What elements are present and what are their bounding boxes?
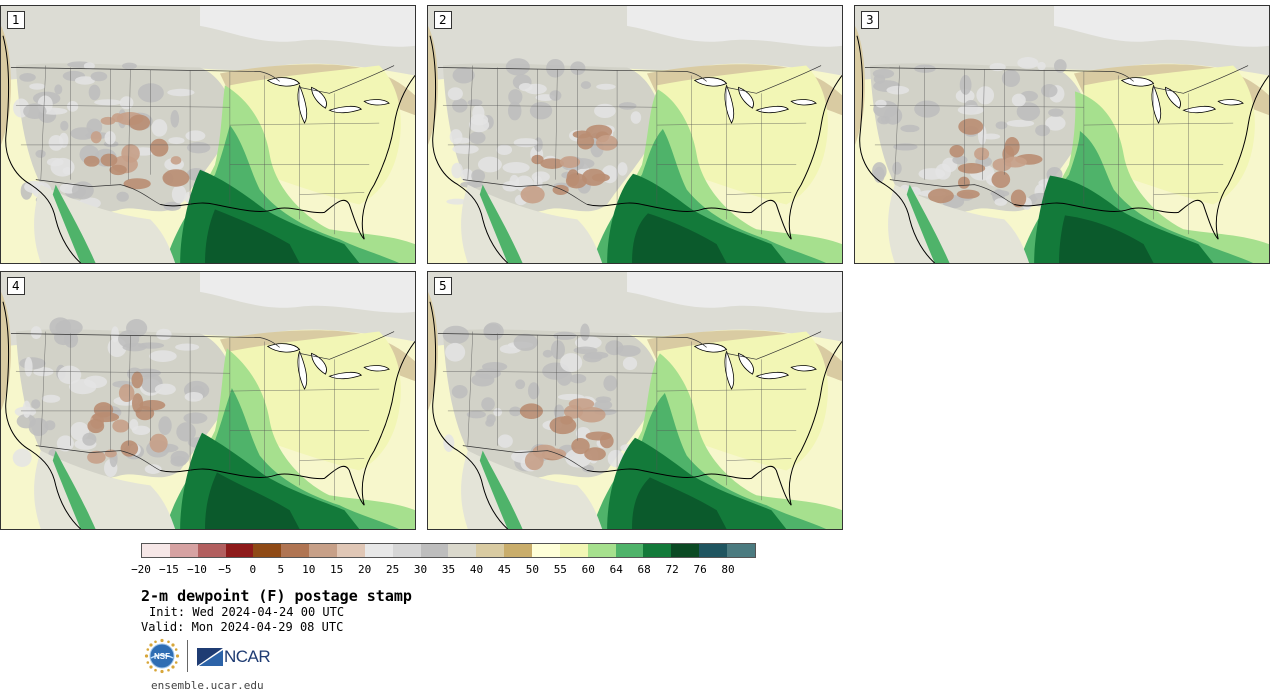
panel-number-1: 1 (7, 11, 25, 29)
nsf-logo-text: NSF (154, 652, 170, 661)
colorbar-tick-label: 60 (581, 563, 595, 576)
map-panel-2: 2 (427, 5, 843, 264)
colorbar-tick-label: −15 (159, 563, 179, 576)
panel-number-3: 3 (861, 11, 879, 29)
colorbar-cell (309, 544, 338, 557)
colorbar-tick-label: 40 (469, 563, 484, 576)
dewpoint-map-1 (1, 6, 415, 263)
colorbar-cell (476, 544, 505, 557)
colorbar-cell (169, 544, 198, 557)
colorbar-tick-label: 15 (330, 563, 344, 576)
colorbar-cell (699, 544, 728, 557)
colorbar-tick-label: 80 (721, 563, 735, 576)
colorbar-tick-label: 68 (637, 563, 651, 576)
colorbar-cell (671, 544, 700, 557)
colorbar-tick-label: 20 (358, 563, 372, 576)
colorbar-tick-label: −5 (218, 563, 232, 576)
colorbar-cell (281, 544, 310, 557)
colorbar-tick-label: 76 (693, 563, 707, 576)
colorbar-cell (364, 544, 393, 557)
map-panel-3: 3 (854, 5, 1270, 264)
map-panel-1: 1 (0, 5, 416, 264)
colorbar-tick-label: 35 (441, 563, 456, 576)
colorbar-cell (587, 544, 616, 557)
colorbar-tick-label: 72 (665, 563, 679, 576)
dewpoint-map-4 (1, 272, 415, 529)
ncar-logo (197, 648, 223, 666)
colorbar-tick-label: 0 (249, 563, 257, 576)
logos: NSF NCAR (144, 638, 284, 674)
colorbar-cell (337, 544, 365, 557)
colorbar-tick-label: 45 (497, 563, 512, 576)
valid-time: Valid: Mon 2024-04-29 08 UTC (141, 620, 344, 634)
colorbar-cell (392, 544, 421, 557)
dewpoint-map-3 (855, 6, 1269, 263)
colorbar-tick-label: 5 (277, 563, 285, 576)
colorbar-tick-label: 55 (553, 563, 567, 576)
panel-number-4: 4 (7, 277, 25, 295)
colorbar-cell (142, 544, 170, 557)
colorbar-ticks: −20 −15 −10 −5 0 5 10 15 20 25 30 35 40 45 50 55 60 64 68 7… (131, 563, 756, 577)
colorbar-cell (197, 544, 226, 557)
colorbar-tick-label: −10 (186, 563, 207, 576)
colorbar-tick-label: 50 (525, 563, 539, 576)
map-panel-5: 5 (427, 271, 843, 530)
colorbar-cell (727, 544, 755, 557)
colorbar-cell (225, 544, 254, 557)
init-time: Init: Wed 2024-04-24 00 UTC (149, 605, 345, 619)
colorbar-cell (448, 544, 477, 557)
dewpoint-map-5 (428, 272, 842, 529)
colorbar-tick-label: 30 (413, 563, 428, 576)
colorbar-cell (420, 544, 449, 557)
ncar-logo-text: NCAR (224, 647, 271, 666)
colorbar-cell (532, 544, 560, 557)
colorbar-tick-label: 64 (609, 563, 623, 576)
colorbar-tick-label: −20 (131, 563, 151, 576)
colorbar-cell (615, 544, 644, 557)
colorbar-cell (559, 544, 588, 557)
dewpoint-map-2 (428, 6, 842, 263)
colorbar-cell (643, 544, 672, 557)
colorbar-cell (504, 544, 533, 557)
map-panel-4: 4 (0, 271, 416, 530)
colorbar-cell (253, 544, 282, 557)
logo-divider (187, 640, 188, 672)
panel-number-5: 5 (434, 277, 452, 295)
page-title: 2-m dewpoint (F) postage stamp (141, 587, 412, 605)
colorbar-tick-label: 10 (302, 563, 316, 576)
colorbar (141, 543, 756, 558)
panel-number-2: 2 (434, 11, 452, 29)
nsf-logo: NSF (144, 638, 180, 674)
colorbar-tick-label: 25 (385, 563, 400, 576)
site-url: ensemble.ucar.edu (151, 679, 264, 692)
